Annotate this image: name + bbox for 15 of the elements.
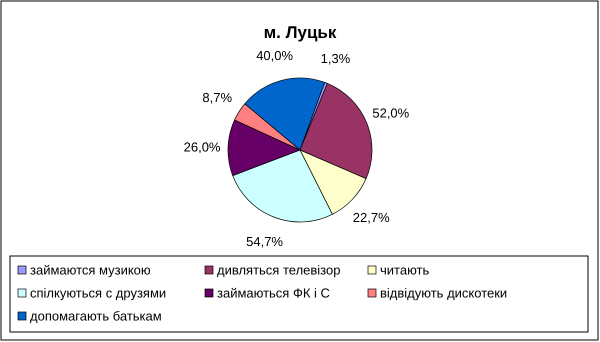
data-label: 8,7%	[202, 90, 232, 106]
chart-title: м. Луцьк	[264, 23, 337, 42]
data-label: 40,0%	[256, 48, 294, 63]
legend-label: займаються ФК і С	[217, 286, 330, 301]
legend-label: займаются музикою	[30, 262, 151, 278]
legend-label: дивляться телевізор	[217, 262, 340, 278]
data-label: 22,7%	[352, 210, 390, 225]
data-label: 52,0%	[372, 106, 410, 121]
legend-label: відвідують дискотеки	[380, 286, 508, 301]
data-label: 26,0%	[184, 139, 221, 154]
legend-label: читають	[380, 262, 430, 278]
legend-label: спілкуються с друзями	[30, 286, 166, 301]
data-label: 1,3%	[320, 51, 351, 66]
data-label: 54,7%	[246, 234, 284, 249]
legend-label: допомагають батькам	[30, 308, 162, 324]
